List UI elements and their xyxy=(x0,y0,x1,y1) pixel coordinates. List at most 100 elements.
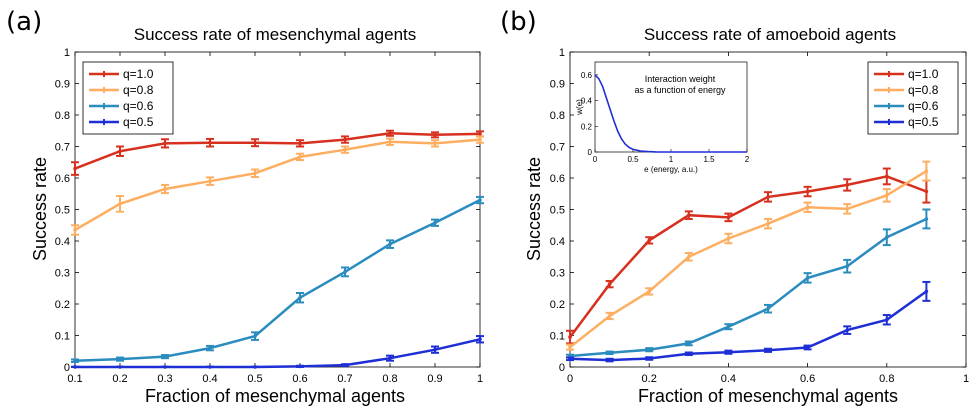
chart-a-ytick-label: 0.3 xyxy=(55,268,70,280)
chart-b-data-point xyxy=(687,213,691,217)
chart-b-ytick-label: 0.7 xyxy=(550,142,565,154)
chart-a-xtick-label: 0.9 xyxy=(427,373,442,385)
chart-b-ytick-label: 0.4 xyxy=(550,236,565,248)
chart-b-data-point xyxy=(687,341,691,346)
chart-b-data-point xyxy=(845,183,849,187)
chart-b-xtick-label: 1 xyxy=(963,373,969,385)
chart-a-series-line xyxy=(74,198,481,362)
chart-b-data-point xyxy=(726,215,731,220)
chart-a-data-point xyxy=(253,334,257,338)
chart-b-data-point xyxy=(845,264,849,269)
chart-a-data-point xyxy=(73,166,77,171)
chart-b-xtick-label: 0.8 xyxy=(879,373,894,385)
chart-a-data-point xyxy=(433,347,437,352)
chart-a-legend-label: q=0.8 xyxy=(123,83,154,97)
inset-title: Interaction weight xyxy=(645,74,716,84)
inset-xtick-label: 0 xyxy=(593,155,598,164)
inset-ytick-label: 0 xyxy=(588,148,593,157)
chart-a-data-point xyxy=(388,242,392,246)
chart-a-legend-label: q=0.5 xyxy=(123,115,154,129)
chart-b-data-point xyxy=(607,358,612,362)
chart-a-data-point xyxy=(73,365,77,369)
chart-b-data-point xyxy=(885,317,889,322)
chart-b-data-point xyxy=(726,350,731,354)
chart-b-data-point xyxy=(726,324,731,329)
chart-b-ytick-label: 0.5 xyxy=(550,205,565,217)
chart-b-data-point xyxy=(924,169,929,173)
chart-a-data-point xyxy=(478,337,482,342)
chart-b-data-point xyxy=(568,335,572,339)
chart-a-data-point xyxy=(388,131,392,136)
chart-a-data-point xyxy=(163,187,167,191)
chart-a-data-point xyxy=(298,141,302,146)
chart-b-data-point xyxy=(845,207,849,211)
inset-ytick-label: 0.4 xyxy=(581,97,593,106)
panel-label-b: (b) xyxy=(500,7,537,37)
chart-b-data-point xyxy=(845,328,849,332)
inset-ytick-label: 0.2 xyxy=(581,122,593,131)
chart-a-xtick-label: 0.2 xyxy=(112,373,127,385)
chart-a-data-point xyxy=(208,140,212,145)
inset-xtick-label: 0.5 xyxy=(627,155,639,164)
chart-b-data-point xyxy=(766,221,770,226)
chart-b-series-q=1.0 xyxy=(566,167,931,345)
chart-b-data-point xyxy=(568,357,572,361)
chart-a-data-point xyxy=(118,365,122,369)
chart-b-data-point xyxy=(607,351,612,355)
chart-a-data-point xyxy=(118,202,122,206)
chart-b-xlabel: Fraction of mesenchymal agents xyxy=(638,386,898,406)
chart-a-data-point xyxy=(433,220,437,225)
chart-b-ytick-label: 0.3 xyxy=(550,268,565,280)
chart-b-ytick-label: 1 xyxy=(559,47,565,59)
chart-a-ytick-label: 0.4 xyxy=(55,236,70,248)
chart-a-series-q=1.0 xyxy=(71,129,484,176)
chart-a-data-point xyxy=(118,149,122,154)
chart-b-data-point xyxy=(766,306,770,311)
chart-a-data-point xyxy=(343,270,347,274)
chart-a-data-point xyxy=(343,363,347,367)
chart-b-data-point xyxy=(805,205,810,210)
chart-a-ytick-label: 0.9 xyxy=(55,79,70,91)
inset-ylabel: w(e) xyxy=(575,99,584,116)
chart-a-data-point xyxy=(163,365,167,369)
chart-a-ytick-label: 1 xyxy=(64,47,70,59)
chart-b-ytick-label: 0.6 xyxy=(550,173,565,185)
inset-title: as a function of energy xyxy=(634,85,726,95)
chart-a-xtick-label: 0.7 xyxy=(337,373,352,385)
chart-a-legend-label: q=0.6 xyxy=(123,99,154,113)
chart-b-legend-label: q=0.5 xyxy=(908,115,939,129)
chart-a-title: Success rate of mesenchymal agents xyxy=(134,25,417,44)
chart-a-xtick-label: 1 xyxy=(477,373,483,385)
chart-b-data-point xyxy=(647,356,651,361)
chart-b-series-q=0.5 xyxy=(566,280,931,363)
chart-b-xtick-label: 0.6 xyxy=(800,373,815,385)
chart-b-legend-label: q=0.6 xyxy=(908,99,939,113)
chart-b-data-point xyxy=(885,193,889,198)
chart-a-xtick-label: 0.4 xyxy=(202,373,217,385)
chart-b-data-point xyxy=(766,348,770,353)
chart-a-data-point xyxy=(73,228,77,232)
chart-a-series-q=0.5 xyxy=(71,335,484,369)
chart-b-data-point xyxy=(568,345,572,349)
inset-curve xyxy=(594,74,747,153)
chart-b-ytick-label: 0.1 xyxy=(550,331,565,343)
chart-b-xtick-label: 0.2 xyxy=(642,373,657,385)
chart-b-data-point xyxy=(924,289,929,294)
chart-b-data-point xyxy=(607,314,612,318)
chart-b-data-point xyxy=(924,189,929,194)
chart-b-data-point xyxy=(924,217,929,221)
chart-b-data-point xyxy=(647,289,651,294)
chart-a-xlabel: Fraction of mesenchymal agents xyxy=(145,386,405,406)
chart-b-series-q=0.8 xyxy=(566,160,931,351)
chart-a-series-q=0.8 xyxy=(71,135,484,236)
chart-b-data-point xyxy=(647,347,651,352)
chart-a-series-q=0.6 xyxy=(71,195,484,363)
inset-xlabel: e (energy, a.u.) xyxy=(644,165,698,174)
chart-a-xtick-label: 0.5 xyxy=(247,373,262,385)
chart-b-data-point xyxy=(647,238,651,243)
chart-a-data-point xyxy=(208,179,212,183)
chart-a-ytick-label: 0.7 xyxy=(55,142,70,154)
chart-a-ytick-label: 0 xyxy=(64,362,70,374)
chart-a-data-point xyxy=(298,364,302,369)
